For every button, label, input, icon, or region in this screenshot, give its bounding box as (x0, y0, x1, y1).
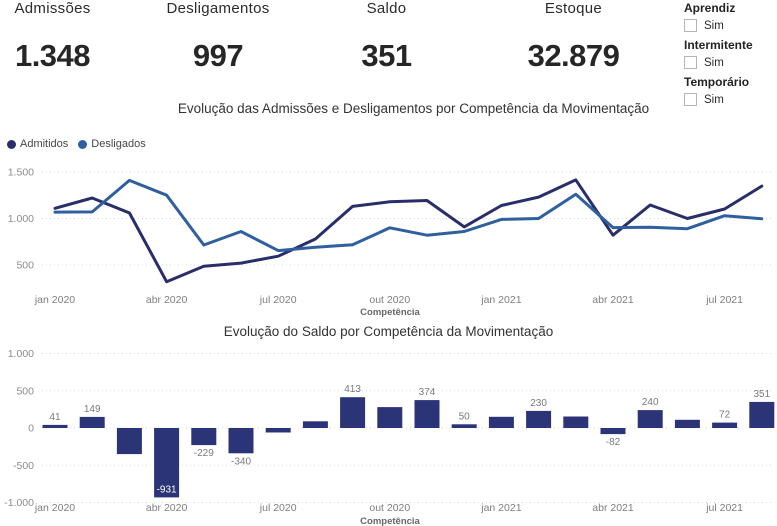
slicer-option-row[interactable]: Sim (684, 55, 776, 70)
saldo-bar[interactable] (377, 407, 403, 428)
bar-data-label: 374 (419, 387, 436, 398)
bar-data-label: -340 (231, 456, 251, 467)
kpi-value: 1.348 (14, 38, 91, 73)
kpi-value: 997 (192, 38, 244, 73)
x-tick-label: jul 2021 (705, 294, 743, 306)
checkbox-sim[interactable] (684, 19, 697, 32)
saldo-bar[interactable] (191, 428, 217, 446)
checkbox-label: Sim (704, 19, 724, 32)
x-tick-label: abr 2020 (146, 502, 188, 514)
filter-panel: Aprendiz Sim Intermitente Sim Temporário… (684, 1, 776, 112)
y-tick-label: 500 (16, 385, 34, 397)
saldo-bar[interactable] (302, 421, 328, 428)
line-chart-legend: Admitidos Desligados (7, 138, 156, 150)
legend-label: Admitidos (20, 138, 69, 150)
kpi-card-admissoes: Admissões 1.348 (0, 0, 105, 74)
kpi-label: Saldo (366, 0, 407, 17)
legend-dot-admitidos (7, 139, 16, 149)
bar-data-label: 351 (753, 389, 770, 400)
slicer-title: Intermitente (684, 38, 753, 52)
x-tick-label: jan 2020 (34, 294, 75, 306)
saldo-bar[interactable] (526, 410, 552, 428)
kpi-value: 351 (361, 38, 412, 73)
admissions-dismissals-line-chart[interactable]: 500 1.000 1.500 jan 2020 abr 2020 jul 2020 out… (0, 160, 777, 318)
y-tick-label: 1.000 (8, 348, 34, 360)
x-tick-label: jul 2020 (259, 502, 297, 514)
bar-data-label: 41 (49, 412, 61, 423)
y-tick-label: 500 (16, 260, 34, 272)
legend-item-admitidos[interactable]: Admitidos (7, 138, 68, 150)
bar-data-label: 149 (84, 404, 101, 415)
checkbox-sim[interactable] (684, 56, 697, 69)
saldo-bar[interactable] (154, 428, 180, 498)
slicer-option-row[interactable]: Sim (684, 18, 776, 33)
slicer-title: Aprendiz (684, 1, 736, 15)
saldo-bar-chart[interactable]: -1.000 -500 0 500 1.000 jan 2020 abr 2020 jul 2… (0, 345, 777, 526)
saldo-bar[interactable] (265, 428, 291, 433)
saldo-bar[interactable] (451, 424, 477, 428)
x-tick-label: abr 2020 (146, 294, 188, 306)
x-tick-label: out 2020 (369, 502, 410, 514)
bar-chart-title: Evolução do Saldo por Competência da Mov… (223, 324, 554, 339)
saldo-bar[interactable] (42, 424, 68, 428)
checkbox-label: Sim (704, 56, 724, 69)
x-tick-label: out 2020 (369, 294, 410, 306)
legend-dot-desligados (78, 139, 88, 149)
kpi-label: Estoque (544, 0, 603, 17)
line-series-admitidos[interactable] (53, 178, 764, 284)
slicer-option-row[interactable]: Sim (684, 92, 776, 107)
saldo-bar[interactable] (674, 419, 700, 428)
x-tick-label: abr 2021 (592, 294, 634, 306)
slicer-intermitente: Intermitente Sim (684, 38, 776, 70)
checkbox-label: Sim (704, 93, 724, 106)
x-tick-label: jul 2020 (259, 294, 297, 306)
saldo-bar[interactable] (749, 401, 775, 428)
bar-data-label: 413 (344, 384, 361, 395)
y-tick-label: 1.000 (8, 213, 34, 225)
kpi-card-desligamentos: Desligamentos 997 (153, 0, 283, 74)
line-series-desligados[interactable] (53, 178, 764, 253)
bar-data-label: -229 (194, 448, 214, 459)
kpi-value: 32.879 (527, 38, 620, 73)
saldo-bar[interactable] (600, 428, 626, 435)
y-tick-label: 0 (28, 423, 34, 435)
saldo-bar[interactable] (79, 416, 105, 428)
saldo-bar[interactable] (488, 416, 514, 428)
bar-data-label: 72 (719, 410, 731, 421)
kpi-card-saldo: Saldo 351 (329, 0, 444, 74)
line-chart-title: Evolução das Admissões e Desligamentos p… (177, 101, 650, 116)
bar-data-label: 240 (642, 397, 659, 408)
x-tick-label: jan 2021 (480, 294, 521, 306)
y-tick-label: -1.000 (4, 497, 34, 509)
x-tick-label: abr 2021 (592, 502, 634, 514)
saldo-bar[interactable] (637, 410, 663, 428)
saldo-bar[interactable] (116, 428, 142, 455)
saldo-bar[interactable] (712, 422, 738, 428)
kpi-label: Desligamentos (166, 0, 270, 17)
slicer-temporario: Temporário Sim (684, 75, 776, 107)
y-tick-label: 1.500 (8, 167, 34, 179)
legend-label: Desligados (91, 138, 146, 150)
saldo-bar[interactable] (563, 416, 589, 429)
saldo-bar[interactable] (228, 428, 254, 454)
checkbox-sim[interactable] (684, 93, 697, 106)
x-tick-label: jan 2021 (480, 502, 521, 514)
x-axis-title: Competência (360, 307, 420, 318)
x-tick-label: jan 2020 (34, 502, 75, 514)
bar-data-label: 50 (459, 411, 471, 422)
kpi-card-estoque: Estoque 32.879 (506, 0, 641, 74)
saldo-bar[interactable] (340, 397, 366, 428)
bar-data-label: 230 (530, 398, 547, 409)
slicer-title: Temporário (684, 75, 750, 89)
legend-item-desligados[interactable]: Desligados (78, 138, 146, 150)
slicer-aprendiz: Aprendiz Sim (684, 1, 776, 33)
bar-data-label: -82 (606, 437, 621, 448)
y-tick-label: -500 (13, 460, 34, 472)
kpi-label: Admissões (14, 0, 91, 17)
saldo-bar[interactable] (414, 400, 440, 428)
x-tick-label: jul 2021 (705, 502, 743, 514)
bar-data-label: -931 (157, 484, 177, 495)
x-axis-title: Competência (360, 516, 420, 526)
